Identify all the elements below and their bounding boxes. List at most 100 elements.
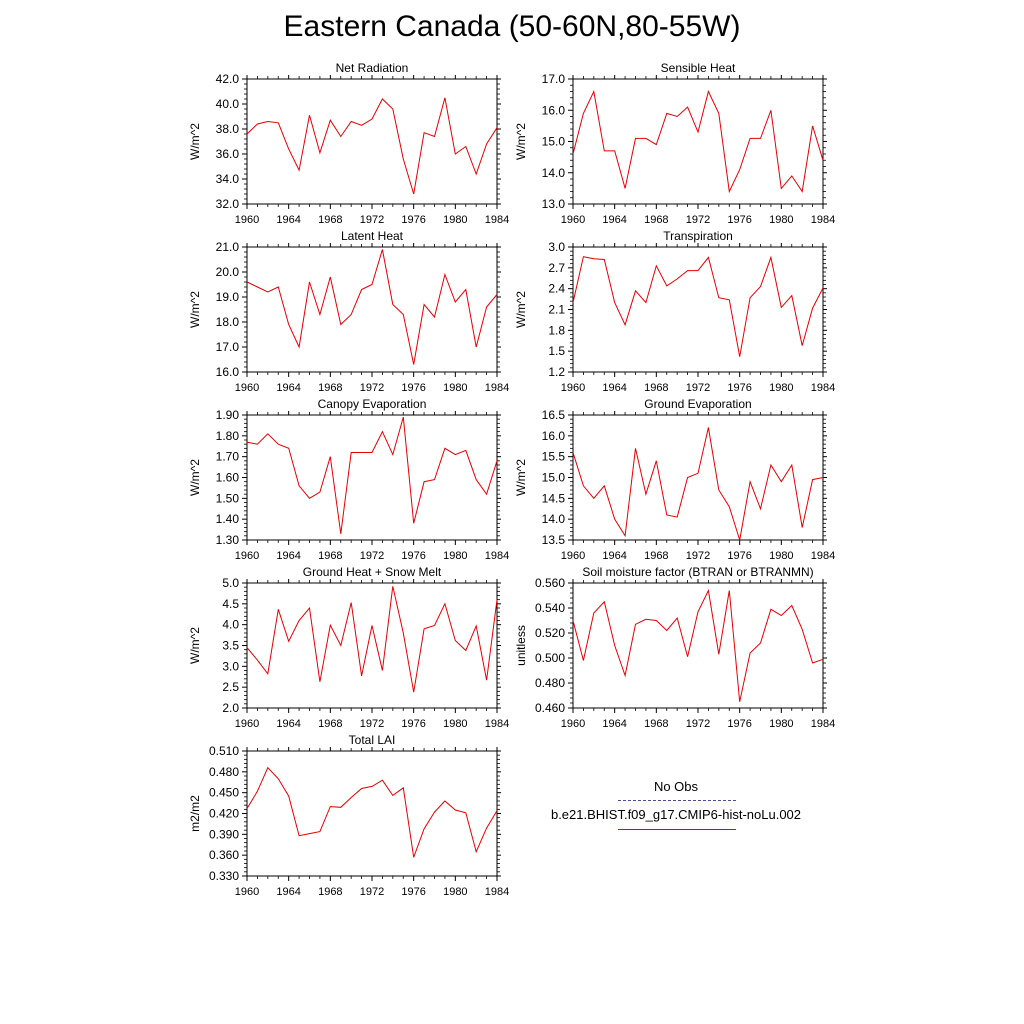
x-tick-label: 1972 xyxy=(686,382,710,394)
y-tick-label: 16.5 xyxy=(542,408,566,422)
y-tick-label: 5.0 xyxy=(222,576,239,590)
y-tick-label: 0.480 xyxy=(535,676,565,690)
legend-model-line xyxy=(618,829,736,830)
panel-title: Transpiration xyxy=(663,229,733,243)
y-tick-label: 2.0 xyxy=(222,701,239,715)
y-tick-label: 15.0 xyxy=(542,135,566,149)
y-tick-label: 17.0 xyxy=(216,340,240,354)
panel-title: Ground Evaporation xyxy=(644,397,751,411)
y-axis-label: W/m^2 xyxy=(188,123,202,160)
x-tick-label: 1960 xyxy=(235,382,259,394)
x-tick-label: 1968 xyxy=(318,718,342,730)
x-tick-label: 1968 xyxy=(318,550,342,562)
y-axis-label: W/m^2 xyxy=(514,123,528,160)
x-tick-label: 1968 xyxy=(318,214,342,226)
x-tick-label: 1968 xyxy=(644,382,668,394)
y-tick-label: 16.0 xyxy=(542,103,566,117)
y-axis-label: W/m^2 xyxy=(514,459,528,496)
y-tick-label: 2.7 xyxy=(548,261,565,275)
y-tick-label: 0.360 xyxy=(209,848,239,862)
x-tick-label: 1984 xyxy=(811,382,835,394)
x-tick-label: 1964 xyxy=(602,550,626,562)
x-tick-label: 1964 xyxy=(276,718,300,730)
x-tick-label: 1964 xyxy=(276,886,300,898)
x-tick-label: 1960 xyxy=(561,214,585,226)
y-tick-label: 14.0 xyxy=(542,166,566,180)
series-line xyxy=(572,255,824,357)
x-tick-label: 1972 xyxy=(686,718,710,730)
y-tick-label: 1.90 xyxy=(216,408,240,422)
x-tick-label: 1980 xyxy=(443,214,467,226)
y-tick-label: 1.60 xyxy=(216,471,240,485)
y-tick-label: 14.0 xyxy=(542,512,566,526)
x-tick-label: 1964 xyxy=(602,214,626,226)
x-tick-label: 1972 xyxy=(686,550,710,562)
y-tick-label: 0.560 xyxy=(535,576,565,590)
y-tick-label: 16.0 xyxy=(216,365,240,379)
x-tick-label: 1980 xyxy=(769,214,793,226)
panel-title: Sensible Heat xyxy=(661,61,736,75)
series-line xyxy=(246,766,498,858)
x-tick-label: 1984 xyxy=(485,886,509,898)
series-line xyxy=(246,416,498,534)
y-tick-label: 1.8 xyxy=(548,323,565,337)
y-axis-label: m2/m2 xyxy=(188,795,202,832)
x-tick-label: 1968 xyxy=(318,382,342,394)
y-tick-label: 0.480 xyxy=(209,765,239,779)
panel-8: 0.460 0.480 0.500 0.520 0.540 0.560 1960 1964 19… xyxy=(514,565,835,730)
y-tick-label: 1.30 xyxy=(216,533,240,547)
x-tick-label: 1968 xyxy=(644,718,668,730)
y-tick-label: 36.0 xyxy=(216,147,240,161)
x-tick-label: 1984 xyxy=(811,214,835,226)
y-tick-label: 0.540 xyxy=(535,601,565,615)
plot-frame xyxy=(572,414,824,541)
x-tick-label: 1960 xyxy=(561,718,585,730)
panel-4: 1.2 1.5 1.8 2.1 2.4 2.7 3.0 1960 1964 1968 1972 197… xyxy=(514,229,835,394)
plot-frame xyxy=(572,246,824,373)
y-tick-label: 13.5 xyxy=(542,533,566,547)
legend-obs-label: No Obs xyxy=(653,779,699,794)
y-tick-label: 0.500 xyxy=(535,651,565,665)
x-tick-label: 1968 xyxy=(318,886,342,898)
series-line xyxy=(572,588,824,702)
y-tick-label: 1.2 xyxy=(548,365,565,379)
x-tick-label: 1964 xyxy=(276,382,300,394)
panel-1: 32.0 34.0 36.0 38.0 40.0 42.0 1960 1964 1968 1972… xyxy=(188,61,509,226)
x-tick-label: 1984 xyxy=(485,214,509,226)
plot-frame xyxy=(572,582,824,709)
panel-title: Canopy Evaporation xyxy=(318,397,427,411)
x-tick-label: 1960 xyxy=(235,214,259,226)
y-tick-label: 3.0 xyxy=(548,240,565,254)
y-tick-label: 13.0 xyxy=(542,197,566,211)
y-axis-label: W/m^2 xyxy=(188,291,202,328)
x-tick-label: 1984 xyxy=(811,550,835,562)
x-tick-label: 1960 xyxy=(561,382,585,394)
x-tick-label: 1976 xyxy=(401,718,425,730)
x-tick-label: 1972 xyxy=(360,214,384,226)
panel-title: Net Radiation xyxy=(336,61,409,75)
x-tick-label: 1964 xyxy=(602,382,626,394)
x-tick-label: 1972 xyxy=(360,382,384,394)
y-tick-label: 1.40 xyxy=(216,512,240,526)
y-tick-label: 19.0 xyxy=(216,290,240,304)
y-tick-label: 3.5 xyxy=(222,639,239,653)
series-line xyxy=(246,249,498,365)
x-tick-label: 1984 xyxy=(811,718,835,730)
x-tick-label: 1980 xyxy=(443,886,467,898)
x-tick-label: 1984 xyxy=(485,382,509,394)
y-tick-label: 1.5 xyxy=(548,344,565,358)
x-tick-label: 1980 xyxy=(769,382,793,394)
x-tick-label: 1972 xyxy=(360,550,384,562)
y-tick-label: 2.1 xyxy=(548,303,565,317)
y-tick-label: 15.0 xyxy=(542,471,566,485)
y-tick-label: 32.0 xyxy=(216,197,240,211)
y-tick-label: 0.390 xyxy=(209,827,239,841)
x-tick-label: 1964 xyxy=(602,718,626,730)
legend-obs-line xyxy=(618,800,736,801)
x-tick-label: 1960 xyxy=(235,718,259,730)
y-tick-label: 18.0 xyxy=(216,315,240,329)
panel-2: 13.0 14.0 15.0 16.0 17.0 1960 1964 1968 1972 1976… xyxy=(514,61,835,226)
y-tick-label: 0.460 xyxy=(535,701,565,715)
